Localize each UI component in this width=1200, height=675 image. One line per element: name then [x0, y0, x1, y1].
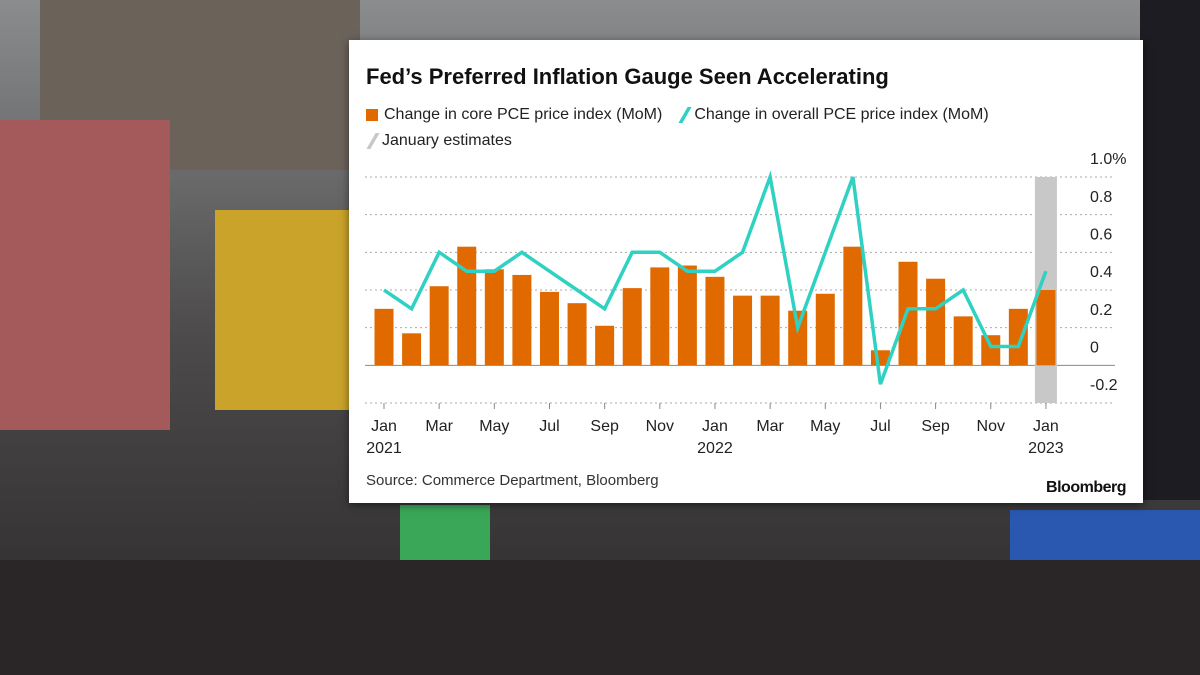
- y-tick-label: 1.0%: [1090, 151, 1126, 168]
- legend-item: Change in overall PCE price index (MoM): [678, 106, 989, 124]
- legend-swatch: [366, 109, 378, 121]
- x-tick-label: Sep: [921, 418, 950, 435]
- x-tick-label: Nov: [645, 418, 675, 435]
- x-tick-label: Jan 2022: [697, 418, 733, 457]
- bar: [815, 293, 835, 366]
- x-tick-label: Nov: [976, 418, 1005, 435]
- building: [1140, 0, 1200, 500]
- bar: [733, 295, 753, 366]
- bar: [788, 310, 808, 366]
- bar: [677, 265, 697, 366]
- bar: [981, 335, 1001, 366]
- bar: [926, 278, 946, 366]
- bar: [650, 267, 670, 366]
- bar: [567, 303, 587, 366]
- bar: [1008, 308, 1028, 366]
- line: [383, 170, 1048, 385]
- legend-item: January estimates: [366, 132, 512, 150]
- y-tick-label: 0.4: [1090, 264, 1112, 281]
- bar: [760, 295, 780, 366]
- y-tick-label: 0.2: [1090, 302, 1112, 319]
- legend: Change in core PCE price index (MoM) Chan…: [366, 106, 1106, 150]
- bar: [429, 286, 449, 366]
- y-tick-label: -0.2: [1090, 377, 1118, 394]
- x-tick-label: Jul: [539, 418, 560, 435]
- y-tick-label: 0: [1090, 340, 1099, 357]
- x-tick-label: Jul: [870, 418, 891, 435]
- crowd: [0, 560, 1200, 675]
- billboard: [0, 120, 170, 430]
- chart: 1.0% 0.8 0.6 0.4 0.2 0 -0.2: [365, 151, 1126, 409]
- source-note: Source: Commerce Department, Bloomberg: [366, 472, 659, 489]
- bar: [484, 269, 504, 366]
- x-tick-label: Mar: [756, 418, 784, 435]
- x-tick-label: Sep: [590, 418, 619, 435]
- legend-label: Change in overall PCE price index (MoM): [694, 106, 989, 123]
- legend-label: January estimates: [382, 132, 512, 149]
- y-tick-label: 0.8: [1090, 189, 1112, 206]
- bar: [705, 276, 725, 366]
- y-tick-label: 0.6: [1090, 227, 1112, 244]
- bar: [512, 274, 532, 366]
- billboard: [215, 210, 350, 410]
- x-tick-label: Mar: [425, 418, 453, 435]
- bar: [622, 288, 642, 366]
- bar: [457, 246, 477, 366]
- x-tick-label: Jan 2021: [366, 418, 402, 457]
- x-tick-label: May: [479, 418, 510, 435]
- legend-item: Change in core PCE price index (MoM): [366, 106, 662, 124]
- chart-card: Fed’s Preferred Inflation Gauge Seen Acc…: [349, 40, 1143, 503]
- chart-title: Fed’s Preferred Inflation Gauge Seen Acc…: [366, 64, 889, 89]
- x-tick-label: May: [810, 418, 841, 435]
- bar: [1036, 290, 1056, 366]
- legend-label: Change in core PCE price index (MoM): [384, 106, 663, 123]
- bar: [374, 308, 394, 366]
- billboard: [1010, 510, 1200, 560]
- bar: [953, 316, 973, 366]
- bar: [595, 325, 615, 366]
- bar: [402, 333, 422, 366]
- x-tick-label: Jan 2023: [1028, 418, 1064, 457]
- bar: [539, 291, 559, 366]
- bar: [843, 246, 863, 366]
- brand-logo: Bloomberg: [1046, 479, 1126, 496]
